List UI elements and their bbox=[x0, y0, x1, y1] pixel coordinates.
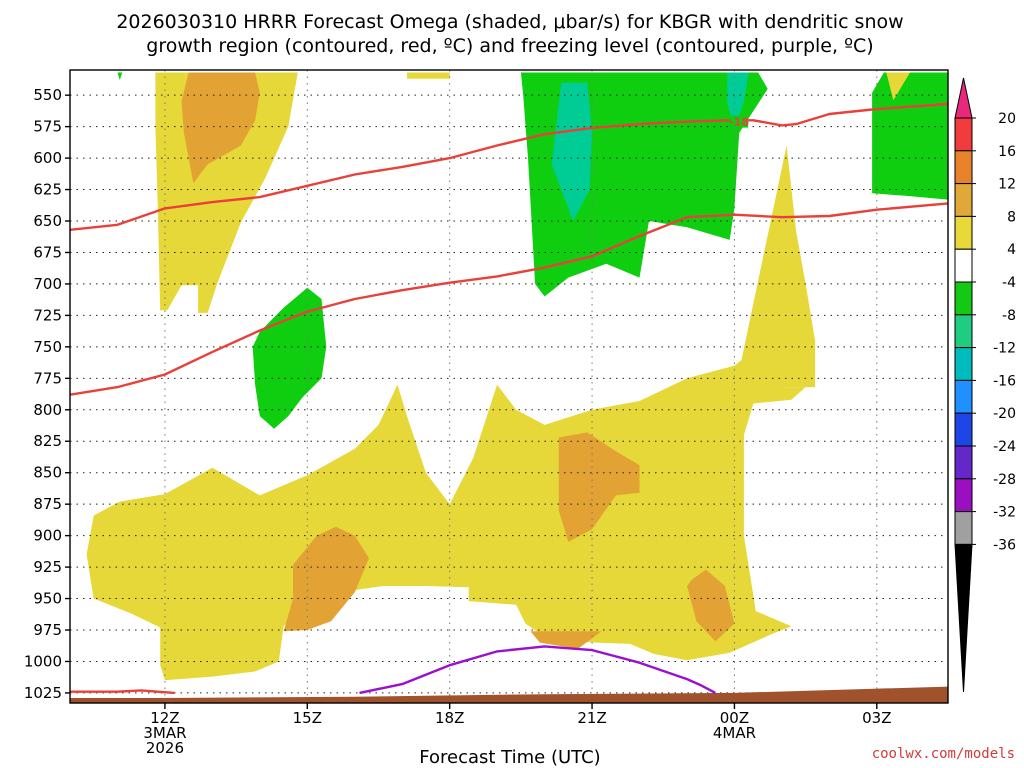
colorbar-bottom-triangle bbox=[954, 543, 973, 693]
y-tick-label-775: 775 bbox=[33, 369, 62, 387]
colorbar-bin-2 bbox=[954, 183, 973, 217]
y-tick-label-600: 600 bbox=[33, 149, 62, 167]
x-tick-label-18-0: 18Z bbox=[435, 709, 464, 727]
y-tick-label-950: 950 bbox=[33, 590, 62, 608]
omega-shaded-regions bbox=[86, 72, 948, 681]
colorbar-label-13: -36 bbox=[993, 537, 1016, 553]
colorbar-bin-11 bbox=[954, 478, 973, 513]
x-tick-label-24-1: 4MAR bbox=[713, 724, 756, 742]
credit-label: coolwx.com/models bbox=[872, 746, 1015, 762]
y-tick-label-700: 700 bbox=[33, 275, 62, 293]
y-tick-label-825: 825 bbox=[33, 432, 62, 450]
dgz-contour-label: -18 bbox=[729, 115, 749, 129]
colorbar-top-triangle bbox=[954, 77, 973, 119]
omega-colorbar: 20 16 12 8 4 -4 -8 -12 -16 -20 -24 -28 -32 -36 bbox=[954, 77, 1016, 693]
y-tick-label-675: 675 bbox=[33, 243, 62, 261]
pressure-axis: 550 575 600 625 650 675 700 725 750 775 800 825 850 8… bbox=[24, 86, 70, 702]
x-tick-label-12-0: 12Z bbox=[150, 709, 179, 727]
upper-dgz-line bbox=[70, 102, 948, 231]
rise-blob-near-freezing bbox=[530, 631, 602, 649]
x-tick-label-12-1: 3MAR bbox=[143, 724, 186, 742]
lower-dgz-line bbox=[70, 202, 948, 396]
colorbar-bin-1 bbox=[954, 150, 973, 185]
y-tick-label-900: 900 bbox=[33, 527, 62, 545]
colorbar-label-11: -28 bbox=[993, 472, 1016, 488]
colorbar-bin-12 bbox=[954, 511, 973, 545]
colorbar-bin-5 bbox=[954, 281, 973, 316]
y-tick-label-1025: 1025 bbox=[24, 684, 62, 702]
x-axis-label: Forecast Time (UTC) bbox=[419, 747, 600, 768]
y-tick-label-725: 725 bbox=[33, 306, 62, 324]
y-tick-label-800: 800 bbox=[33, 401, 62, 419]
colorbar-bin-7 bbox=[954, 347, 973, 381]
colorbar-label-7: -12 bbox=[993, 341, 1016, 357]
colorbar-label-8: -16 bbox=[993, 373, 1016, 389]
colorbar-label-12: -32 bbox=[993, 505, 1016, 521]
tower-rise-region bbox=[741, 145, 816, 388]
plot-frame bbox=[69, 69, 949, 704]
upper-rise-core bbox=[181, 72, 260, 184]
x-tick-label-12-2: 2026 bbox=[146, 739, 184, 757]
main-rise-region bbox=[86, 346, 806, 681]
colorbar-label-1: 16 bbox=[998, 144, 1016, 160]
far-right-sink-region bbox=[872, 72, 948, 200]
colorbar-label-9: -20 bbox=[993, 406, 1016, 422]
chart-title-line-2: growth region (contoured, red, ºC) and f… bbox=[146, 35, 873, 57]
y-tick-label-625: 625 bbox=[33, 181, 62, 199]
lowlevel-dgz-line bbox=[70, 689, 175, 695]
y-tick-label-925: 925 bbox=[33, 558, 62, 576]
x-tick-label-24-0: 00Z bbox=[720, 709, 749, 727]
terrain-layer bbox=[70, 686, 948, 703]
y-tick-label-750: 750 bbox=[33, 338, 62, 356]
colorbar-label-2: 12 bbox=[998, 177, 1016, 193]
freezing-level-line bbox=[359, 645, 716, 695]
colorbar-label-6: -8 bbox=[1002, 308, 1016, 324]
colorbar-label-3: 8 bbox=[1007, 209, 1016, 225]
colorbar-bin-0 bbox=[954, 117, 973, 152]
mid-rise-core-center bbox=[558, 432, 640, 542]
plot-area bbox=[70, 70, 948, 703]
colorbar-bin-6 bbox=[954, 314, 973, 349]
colorbar-label-0: 20 bbox=[998, 111, 1016, 127]
colorbar-label-5: -4 bbox=[1002, 275, 1016, 291]
top-rise-sliver bbox=[407, 72, 450, 79]
colorbar-label-10: -24 bbox=[993, 439, 1016, 455]
mid-rise-core-left bbox=[283, 526, 369, 632]
dotted-gridlines bbox=[70, 70, 948, 703]
y-tick-label-575: 575 bbox=[33, 118, 62, 136]
y-tick-label-850: 850 bbox=[33, 464, 62, 482]
colorbar-label-4: 4 bbox=[1007, 242, 1016, 258]
colorbar-bin-10 bbox=[954, 445, 973, 480]
y-tick-label-1000: 1000 bbox=[24, 652, 62, 670]
terrain-ground bbox=[70, 686, 948, 703]
x-tick-label-27-0: 03Z bbox=[862, 709, 891, 727]
x-tick-label-21-0: 21Z bbox=[577, 709, 606, 727]
dgz-label-bg bbox=[730, 115, 749, 128]
y-tick-label-550: 550 bbox=[33, 86, 62, 104]
y-tick-label-875: 875 bbox=[33, 495, 62, 513]
colorbar-bin-9 bbox=[954, 412, 973, 447]
midlevel-sink-region bbox=[252, 287, 327, 429]
y-tick-label-975: 975 bbox=[33, 621, 62, 639]
far-right-sink-notch bbox=[886, 72, 910, 101]
dgz-label-text: -18 bbox=[729, 116, 749, 129]
colorbar-bin-8 bbox=[954, 379, 973, 414]
contour-lines bbox=[70, 102, 948, 695]
chart-title-line-1: 2026030310 HRRR Forecast Omega (shaded, … bbox=[116, 11, 903, 33]
sink-speck-top-left bbox=[117, 72, 123, 81]
colorbar-bin-4 bbox=[954, 248, 973, 283]
upper-sink-core-west bbox=[551, 82, 593, 221]
colorbar-bin-3 bbox=[954, 215, 973, 250]
mid-rise-core-right bbox=[687, 569, 735, 642]
x-tick-label-15-0: 15Z bbox=[293, 709, 322, 727]
y-tick-label-650: 650 bbox=[33, 212, 62, 230]
